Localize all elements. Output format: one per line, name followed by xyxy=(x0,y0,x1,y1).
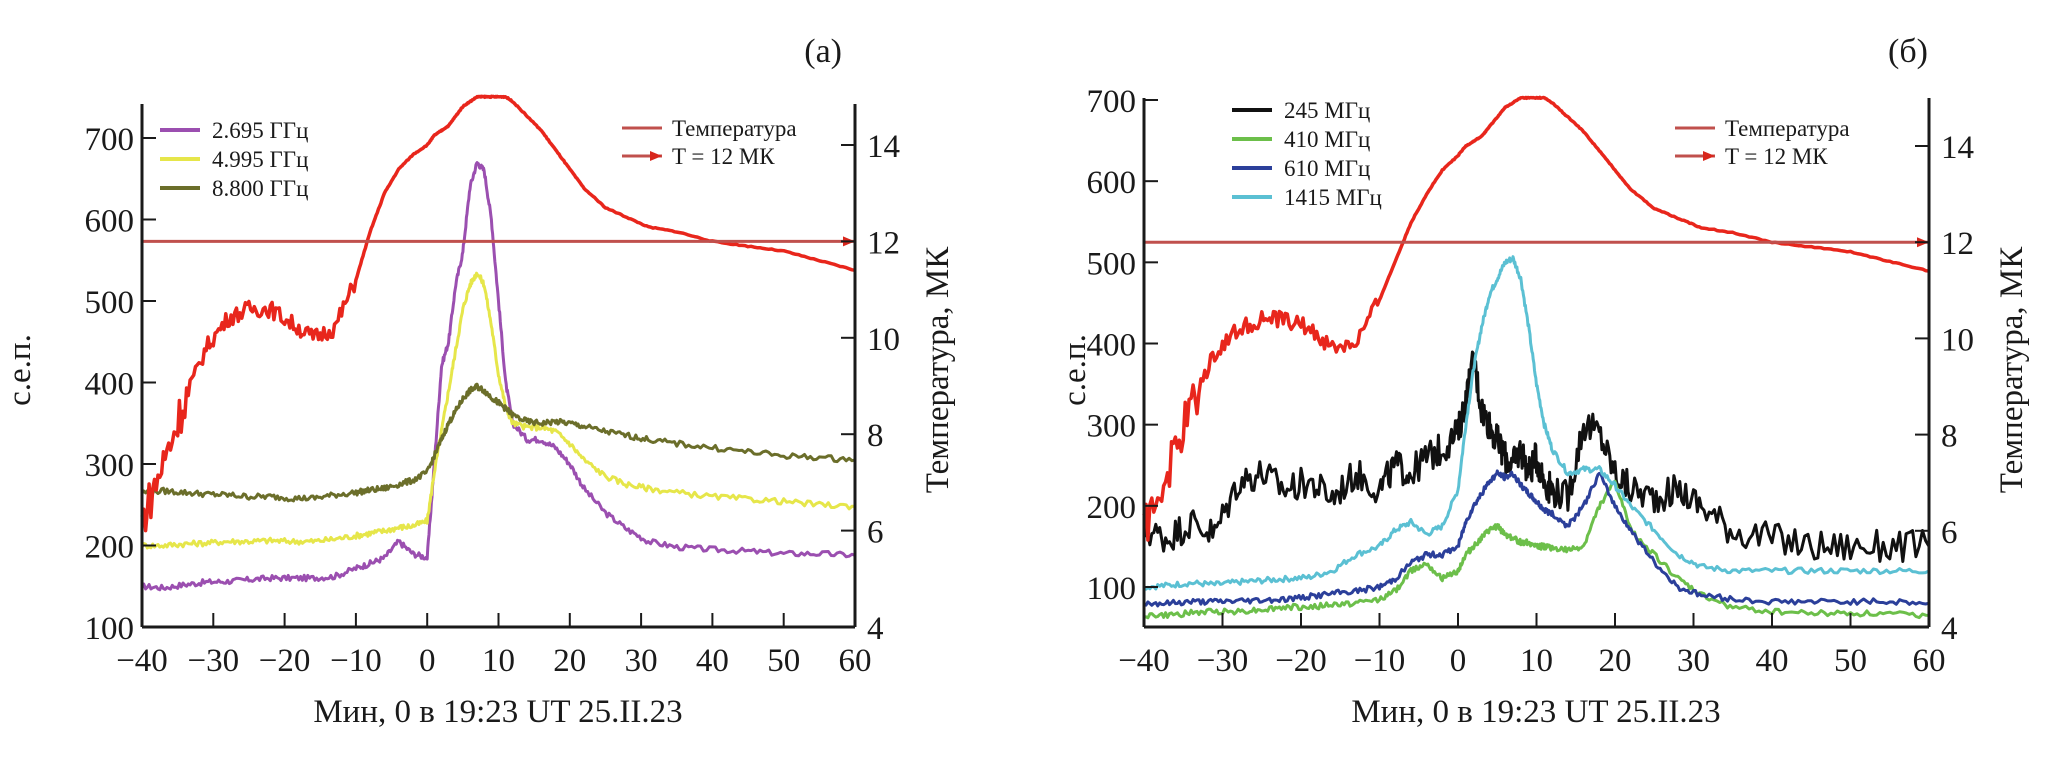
legend-label: 245 МГц xyxy=(1284,98,1370,123)
y2-tick-label: 6 xyxy=(1941,515,1958,551)
y-tick-label: 300 xyxy=(85,448,135,484)
y2-tick-label: 12 xyxy=(1941,226,1974,262)
y2-axis-title: Температура, МК xyxy=(920,246,956,494)
legend-label: 410 МГц xyxy=(1284,127,1370,152)
x-tick-label: 40 xyxy=(696,643,729,679)
panel-label: (а) xyxy=(804,33,842,70)
y2-tick-label: 4 xyxy=(867,611,884,647)
series-line-2-695-ггц xyxy=(142,161,856,592)
series-line-температура xyxy=(1142,95,1930,542)
y-tick-label: 100 xyxy=(85,611,135,647)
x-axis-title: Мин, 0 в 19:23 UT 25.II.23 xyxy=(1351,694,1720,730)
series-line-610-мгц xyxy=(1143,469,1930,608)
x-tick-label: 0 xyxy=(1450,643,1467,679)
y-tick-label: 500 xyxy=(1087,246,1137,282)
series-line-1415-мгц xyxy=(1142,255,1930,591)
y-axis-title: с.е.п. xyxy=(1057,334,1093,406)
y2-tick-label: 8 xyxy=(867,418,884,454)
x-tick-label: −30 xyxy=(187,643,239,679)
y-tick-label: 200 xyxy=(85,530,135,566)
y2-tick-label: 8 xyxy=(1941,419,1958,455)
x-tick-label: 10 xyxy=(482,643,515,679)
legend-label: 1415 МГц xyxy=(1284,185,1382,210)
series-line-8-800-ггц xyxy=(140,382,856,503)
y-tick-label: 600 xyxy=(85,204,135,240)
legend-label: Температура xyxy=(672,116,797,141)
y-tick-label: 600 xyxy=(1087,165,1137,201)
y-tick-label: 700 xyxy=(85,122,135,158)
x-tick-label: −10 xyxy=(330,643,382,679)
y2-tick-label: 10 xyxy=(867,322,900,358)
series-line-410-мгц xyxy=(1143,479,1930,620)
y-tick-label: 200 xyxy=(1087,490,1137,526)
x-tick-label: −10 xyxy=(1354,643,1406,679)
legend-temperature: Температура T = 12 МК xyxy=(1675,116,1850,169)
x-tick-label: −40 xyxy=(116,643,168,679)
x-tick-label: 60 xyxy=(839,643,872,679)
legend-arrow-marker xyxy=(650,151,662,161)
x-tick-label: −20 xyxy=(1275,643,1327,679)
y2-tick-label: 12 xyxy=(867,225,900,261)
x-tick-label: −30 xyxy=(1197,643,1249,679)
y-axis-title: с.е.п. xyxy=(2,334,38,406)
legend-label: 8.800 ГГц xyxy=(212,176,308,201)
y-tick-label: 500 xyxy=(85,285,135,321)
axes: −40 −30 −20 −10 0 10 20 30 40 50 60 100 200 300 400 500… xyxy=(1087,84,1975,679)
y2-tick-label: 4 xyxy=(1941,611,1958,647)
series-layer xyxy=(1142,95,1931,620)
x-tick-label: 50 xyxy=(767,643,800,679)
y-tick-label: 100 xyxy=(1087,571,1137,607)
y2-tick-label: 10 xyxy=(1941,322,1974,358)
panel-b: (б) −40 −30 −20 −10 0 10 20 30 40 50 60 100 200 300 40… xyxy=(1057,33,2030,730)
series-line-температура xyxy=(140,94,856,533)
x-axis-title: Мин, 0 в 19:23 UT 25.II.23 xyxy=(313,694,682,730)
legend-frequencies: 245 МГц 410 МГц 610 МГц 1415 МГц xyxy=(1232,98,1382,210)
x-tick-label: 60 xyxy=(1913,643,1946,679)
x-tick-label: 10 xyxy=(1520,643,1553,679)
x-tick-label: 50 xyxy=(1834,643,1867,679)
y-tick-label: 300 xyxy=(1087,409,1137,445)
legend-temperature: Температура T = 12 МК xyxy=(622,116,797,169)
legend-label: 2.695 ГГц xyxy=(212,118,308,143)
x-tick-label: 30 xyxy=(1677,643,1710,679)
x-tick-label: −20 xyxy=(259,643,311,679)
x-tick-label: 20 xyxy=(553,643,586,679)
x-tick-label: 0 xyxy=(419,643,436,679)
legend-arrow-marker xyxy=(1703,151,1715,161)
legend-frequencies: 2.695 ГГц 4.995 ГГц 8.800 ГГц xyxy=(160,118,308,201)
legend-label: 610 МГц xyxy=(1284,156,1370,181)
panel-a: (а) −40 −30 −20 −10 0 10 20 30 40 50 60 100 200 300 40… xyxy=(2,33,956,730)
y-tick-label: 400 xyxy=(85,367,135,403)
legend-label: 4.995 ГГц xyxy=(212,147,308,172)
legend-label: Температура xyxy=(1725,116,1850,141)
y2-axis-title: Температура, МК xyxy=(1994,246,2030,494)
series-line-245-мгц xyxy=(1142,350,1931,563)
series-line-4-995-ггц xyxy=(140,271,856,550)
y2-tick-label: 6 xyxy=(867,515,884,551)
legend-label: T = 12 МК xyxy=(1725,144,1828,169)
y-tick-label: 700 xyxy=(1087,84,1137,120)
y-tick-label: 400 xyxy=(1087,328,1137,364)
panel-label: (б) xyxy=(1888,33,1928,70)
x-tick-label: 40 xyxy=(1756,643,1789,679)
x-tick-label: 30 xyxy=(625,643,658,679)
x-tick-label: 20 xyxy=(1599,643,1632,679)
y2-tick-label: 14 xyxy=(867,129,900,165)
y2-tick-label: 14 xyxy=(1941,130,1974,166)
legend-label: T = 12 МК xyxy=(672,144,775,169)
axes: −40 −30 −20 −10 0 10 20 30 40 50 60 100 200 300 400 500… xyxy=(85,104,900,679)
x-tick-label: −40 xyxy=(1118,643,1170,679)
